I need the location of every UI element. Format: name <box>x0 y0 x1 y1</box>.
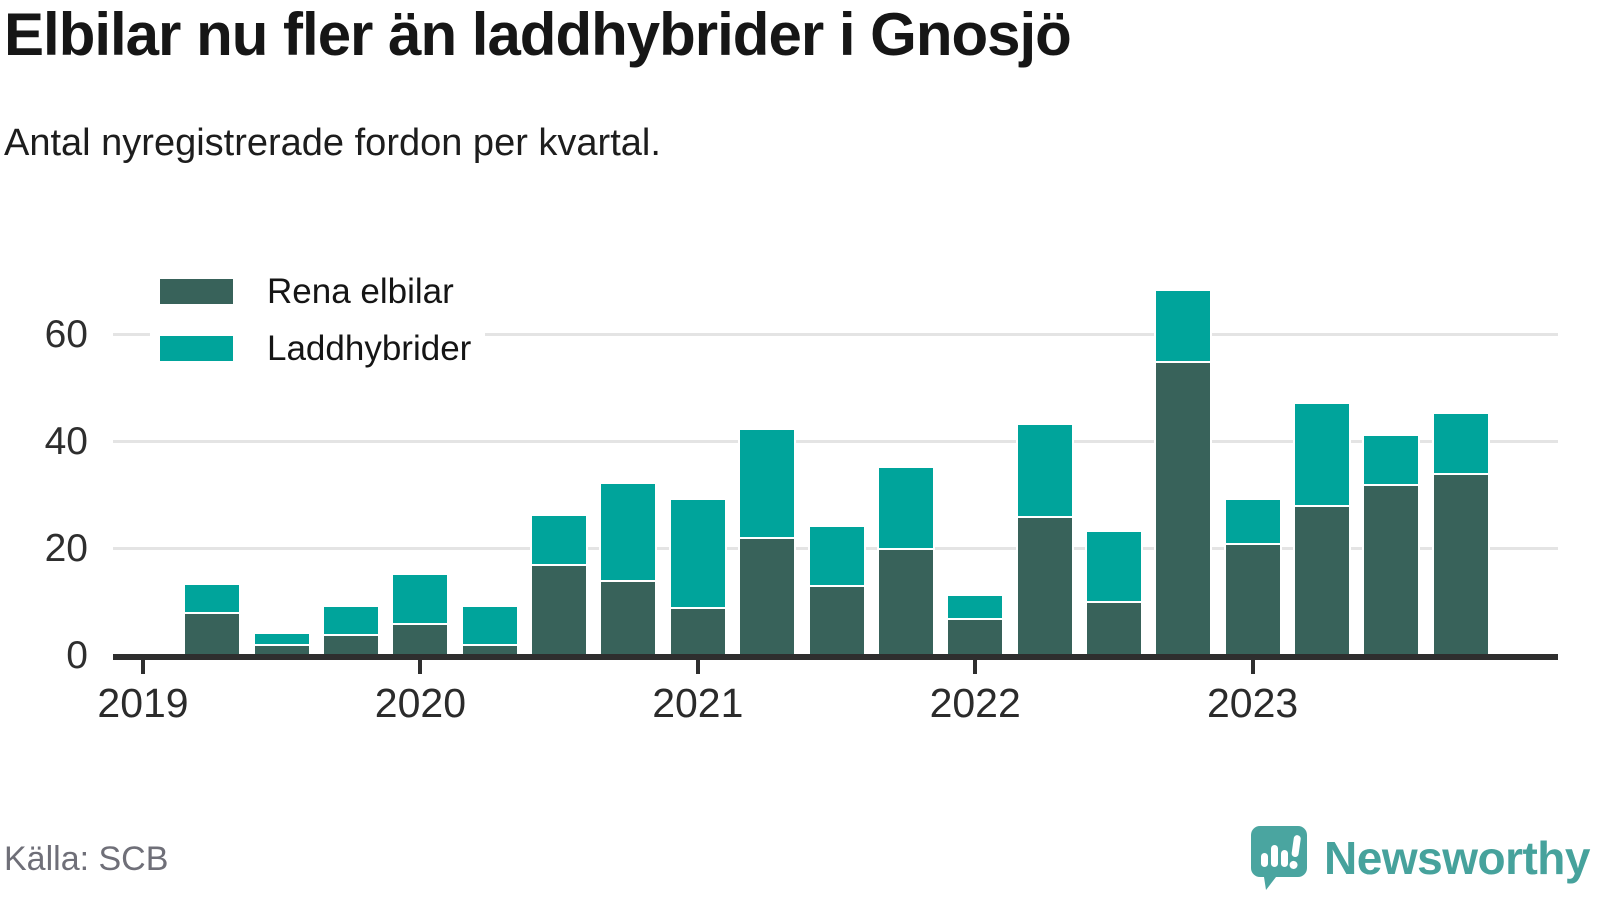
bar-segment-laddhybrider-2023-Q3 <box>1364 435 1419 484</box>
bar-segment-laddhybrider-2022-Q1 <box>948 596 1003 618</box>
x-tick-2020 <box>418 660 423 674</box>
bar-segment-laddhybrider-2021-Q2 <box>740 430 795 538</box>
bar-segment-rena-elbilar-2022-Q1 <box>948 617 1003 655</box>
bar-segment-laddhybrider-2019-Q2 <box>185 585 240 613</box>
y-axis-label-0: 0 <box>66 634 88 677</box>
gridline-y60 <box>113 332 1558 336</box>
x-year-label-2023: 2023 <box>1206 680 1299 726</box>
bar-segment-rena-elbilar-2023-Q3 <box>1364 483 1419 655</box>
bar-segment-laddhybrider-2021-Q1 <box>670 499 725 607</box>
bar-segment-laddhybrider-2022-Q4 <box>1156 291 1211 361</box>
gridline-y40 <box>113 439 1558 443</box>
x-year-label-2020: 2020 <box>374 680 466 726</box>
bar-segment-laddhybrider-2023-Q2 <box>1294 403 1349 506</box>
bar-segment-rena-elbilar-2020-Q3 <box>532 564 587 655</box>
chart-subtitle: Antal nyregistrerade fordon per kvartal. <box>4 122 661 164</box>
legend-label-rena-elbilar: Rena elbilar <box>267 271 454 311</box>
bar-segment-laddhybrider-2020-Q1 <box>393 574 448 623</box>
bar-segment-rena-elbilar-2020-Q1 <box>393 622 448 655</box>
y-axis-label-60: 60 <box>44 313 88 356</box>
bar-segment-laddhybrider-2020-Q2 <box>462 606 517 645</box>
x-tick-2023 <box>1250 660 1255 674</box>
page-title: Elbilar nu fler än laddhybrider i Gnosjö <box>4 1 1072 68</box>
bar-segment-laddhybrider-2020-Q4 <box>601 483 656 581</box>
source-note: Källa: SCB <box>4 840 169 878</box>
bar-segment-rena-elbilar-2023-Q1 <box>1225 542 1280 655</box>
bar-segment-laddhybrider-2022-Q2 <box>1017 424 1072 516</box>
y-axis-label-40: 40 <box>44 420 88 463</box>
bar-segment-rena-elbilar-2021-Q3 <box>809 585 864 655</box>
legend-item-laddhybrider: Laddhybrider <box>160 320 471 377</box>
bar-segment-rena-elbilar-2023-Q2 <box>1294 505 1349 655</box>
bar-segment-laddhybrider-2020-Q3 <box>532 515 587 565</box>
bar-segment-rena-elbilar-2023-Q4 <box>1433 473 1488 655</box>
x-axis-line <box>113 654 1558 660</box>
bar-segment-laddhybrider-2021-Q3 <box>809 526 864 586</box>
bar-segment-laddhybrider-2022-Q3 <box>1086 531 1141 602</box>
newsworthy-wordmark: Newsworthy <box>1324 832 1590 884</box>
newsworthy-logo-icon <box>1251 826 1308 890</box>
x-year-label-2021: 2021 <box>652 680 744 726</box>
bar-segment-rena-elbilar-2022-Q4 <box>1156 360 1211 655</box>
x-year-label-2019: 2019 <box>97 680 189 726</box>
bar-segment-rena-elbilar-2021-Q2 <box>740 537 795 655</box>
x-tick-2022 <box>973 660 978 674</box>
bar-segment-rena-elbilar-2019-Q4 <box>324 633 379 655</box>
bar-segment-rena-elbilar-2022-Q3 <box>1086 601 1141 655</box>
bar-segment-laddhybrider-2023-Q1 <box>1225 499 1280 543</box>
x-tick-2019 <box>141 660 145 674</box>
x-tick-2021 <box>695 660 700 674</box>
bar-segment-laddhybrider-2019-Q3 <box>254 633 309 645</box>
bar-segment-rena-elbilar-2020-Q4 <box>601 580 656 655</box>
y-axis-label-20: 20 <box>44 527 88 570</box>
bar-segment-rena-elbilar-2021-Q1 <box>670 606 725 655</box>
legend-swatch-laddhybrider <box>160 336 233 361</box>
legend-item-rena-elbilar: Rena elbilar <box>160 263 471 320</box>
bar-segment-rena-elbilar-2021-Q4 <box>878 548 933 655</box>
bar-segment-laddhybrider-2021-Q4 <box>878 467 933 548</box>
chart-legend: Rena elbilar Laddhybrider <box>150 263 486 377</box>
bar-segment-laddhybrider-2023-Q4 <box>1433 414 1488 474</box>
legend-label-laddhybrider: Laddhybrider <box>267 328 472 368</box>
bar-segment-rena-elbilar-2019-Q2 <box>185 612 240 655</box>
bar-segment-rena-elbilar-2020-Q2 <box>462 644 517 655</box>
bar-segment-rena-elbilar-2022-Q2 <box>1017 515 1072 655</box>
x-year-label-2022: 2022 <box>929 680 1021 726</box>
legend-swatch-rena-elbilar <box>160 279 233 304</box>
bar-segment-rena-elbilar-2019-Q3 <box>254 644 309 655</box>
bar-segment-laddhybrider-2019-Q4 <box>324 606 379 634</box>
newsworthy-brand: Newsworthy <box>1250 818 1590 898</box>
